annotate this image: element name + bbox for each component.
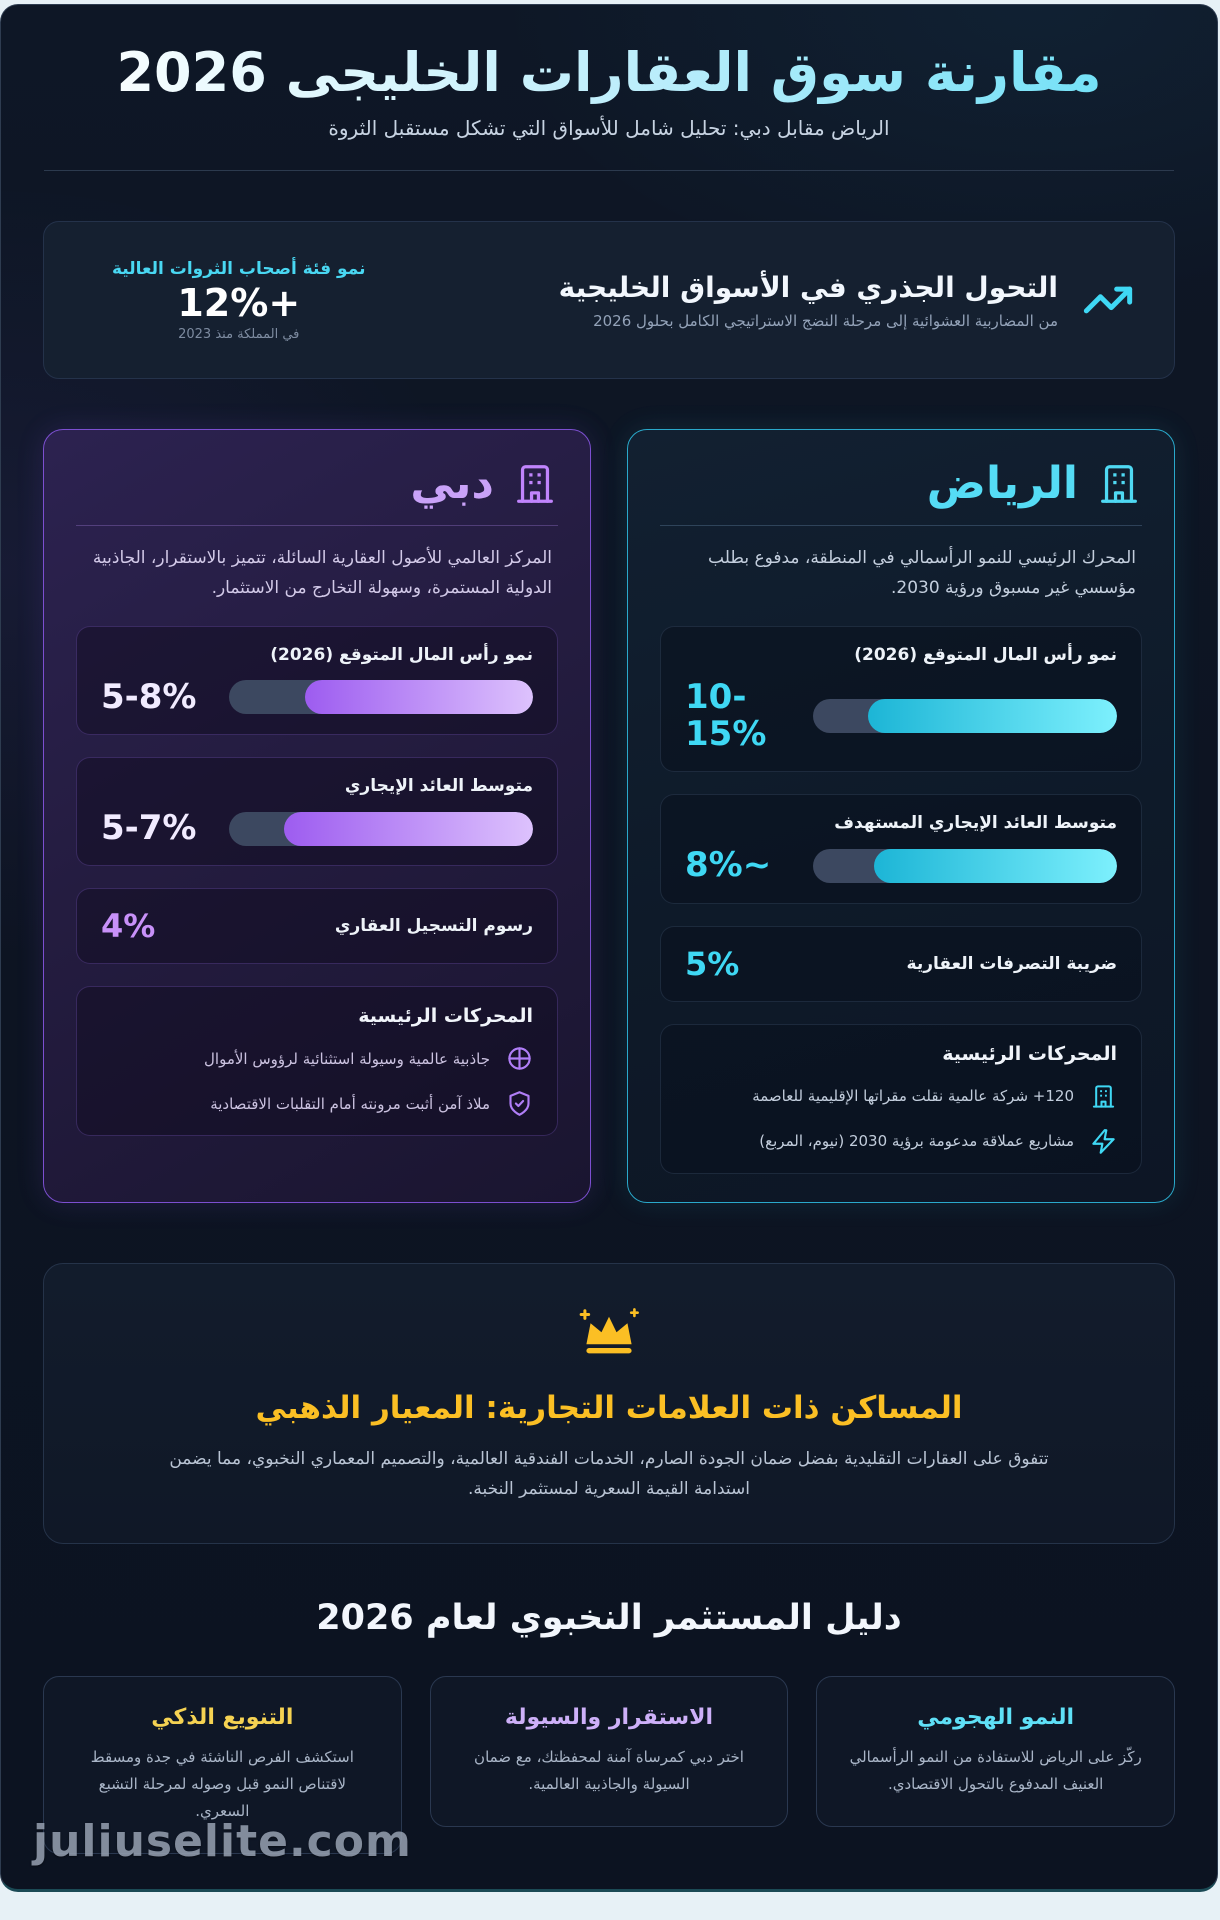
progress-bar bbox=[813, 698, 1117, 733]
driver-item: مشاريع عملاقة مدعومة برؤية 2030 (نيوم، ا… bbox=[685, 1128, 1117, 1155]
hero-stat-caption: في المملكة منذ 2023 bbox=[178, 326, 300, 342]
driver-text: ملاذ آمن أثبت مرونته أمام التقلبات الاقت… bbox=[210, 1094, 490, 1113]
building-icon bbox=[512, 461, 558, 507]
guide-heading: دليل المستثمر النخبوي لعام 2026 bbox=[316, 1597, 902, 1638]
driver-item: ⁦+120⁩ شركة عالمية نقلت مقراتها الإقليمي… bbox=[685, 1083, 1117, 1110]
page-subtitle: الرياض مقابل دبي: تحليل شامل للأسواق الت… bbox=[328, 116, 890, 140]
hero-title: التحول الجذري في الأسواق الخليجية bbox=[558, 270, 1058, 304]
progress-bar bbox=[813, 848, 1117, 883]
driver-item: جاذبية عالمية وسيولة استثنائية لرؤوس الأ… bbox=[101, 1045, 533, 1072]
hero-subtitle: من المضاربية العشوائية إلى مرحلة النضج ا… bbox=[593, 311, 1058, 330]
hero-stat: نمو فئة أصحاب الثروات العالية +12% في ال… bbox=[84, 259, 366, 342]
hero-stat-label: نمو فئة أصحاب الثروات العالية bbox=[112, 258, 366, 279]
drivers-heading: المحركات الرئيسية bbox=[942, 1042, 1117, 1065]
stat-value: 5-8% bbox=[101, 676, 197, 717]
guide-card-text: ركّز على الرياض للاستفادة من النمو الرأس… bbox=[849, 1747, 1142, 1793]
riyadh-card-header: الرياض bbox=[660, 458, 1142, 509]
divider bbox=[660, 525, 1142, 526]
city-cards: الرياض المحرك الرئيسي للنمو الرأسمالي في… bbox=[43, 429, 1175, 1203]
driver-text: جاذبية عالمية وسيولة استثنائية لرؤوس الأ… bbox=[204, 1049, 490, 1068]
riyadh-description: المحرك الرئيسي للنمو الرأسمالي في المنطق… bbox=[708, 548, 1136, 598]
progress-bar bbox=[229, 680, 533, 715]
dubai-stat-capital-growth: نمو رأس المال المتوقع (2026) 5-8% bbox=[76, 625, 558, 735]
riyadh-title: الرياض bbox=[926, 458, 1078, 509]
guide-card-title: النمو الهجومي bbox=[917, 1704, 1075, 1730]
stat-value: 4% bbox=[101, 907, 156, 946]
driver-text: مشاريع عملاقة مدعومة برؤية 2030 (نيوم، ا… bbox=[759, 1131, 1074, 1150]
riyadh-stat-capital-growth: نمو رأس المال المتوقع (2026) 10-15% bbox=[660, 625, 1142, 773]
dubai-title: دبي bbox=[410, 458, 494, 509]
dubai-description: المركز العالمي للأصول العقارية السائلة، … bbox=[92, 548, 552, 598]
stat-value: 10-15% bbox=[685, 676, 767, 754]
divider bbox=[76, 525, 558, 526]
page-title: مقارنة سوق العقارات الخليجى 2026 bbox=[41, 41, 1177, 104]
stat-value: 5% bbox=[685, 944, 740, 983]
stat-label: ضريبة التصرفات العقارية bbox=[906, 953, 1117, 974]
guide-card-stability-liquidity: الاستقرار والسيولة اختر دبي كمرساة آمنة … bbox=[429, 1675, 789, 1827]
gold-section-title: المساكن ذات العلامات التجارية: المعيار ا… bbox=[255, 1389, 963, 1426]
hero-banner: التحول الجذري في الأسواق الخليجية من الم… bbox=[43, 221, 1175, 379]
guide-card-text: استكشف الفرص الناشئة في جدة ومسقط لاقتنا… bbox=[90, 1747, 354, 1820]
dubai-stat-registration-fee: رسوم التسجيل العقاري 4% bbox=[76, 888, 558, 965]
hero-stat-value: +12% bbox=[177, 280, 301, 325]
drivers-heading: المحركات الرئيسية bbox=[358, 1005, 533, 1028]
guide-card-smart-diversification: التنويع الذكي استكشف الفرص الناشئة في جد… bbox=[43, 1675, 402, 1854]
dubai-key-drivers: المحركات الرئيسية جاذبية عالمية وسيولة ا… bbox=[76, 986, 558, 1137]
stat-label: متوسط العائد الإيجاري bbox=[344, 775, 533, 796]
header: مقارنة سوق العقارات الخليجى 2026 الرياض … bbox=[1, 5, 1217, 171]
guide-card-aggressive-growth: النمو الهجومي ركّز على الرياض للاستفادة … bbox=[816, 1675, 1175, 1827]
guide-cards: النمو الهجومي ركّز على الرياض للاستفادة … bbox=[43, 1675, 1175, 1854]
stat-label: نمو رأس المال المتوقع (2026) bbox=[270, 644, 533, 665]
dubai-card: دبي المركز العالمي للأصول العقارية السائ… bbox=[43, 429, 591, 1203]
riyadh-stat-rental-yield: متوسط العائد الإيجاري المستهدف ~8% bbox=[660, 794, 1142, 904]
globe-icon bbox=[506, 1045, 533, 1072]
progress-bar-fill bbox=[873, 848, 1117, 883]
riyadh-stat-tax: ضريبة التصرفات العقارية 5% bbox=[660, 925, 1142, 1002]
guide-card-title: الاستقرار والسيولة bbox=[504, 1704, 714, 1730]
riyadh-key-drivers: المحركات الرئيسية ⁦+120⁩ شرك bbox=[660, 1023, 1142, 1174]
trending-up-icon bbox=[1082, 274, 1134, 326]
building-icon bbox=[1090, 1083, 1117, 1110]
shield-check-icon bbox=[506, 1090, 533, 1117]
progress-bar-fill bbox=[305, 680, 533, 715]
driver-item: ملاذ آمن أثبت مرونته أمام التقلبات الاقت… bbox=[101, 1090, 533, 1117]
driver-text: ⁦+120⁩ شركة عالمية نقلت مقراتها الإقليمي… bbox=[752, 1086, 1074, 1105]
stat-value: ~8% bbox=[685, 845, 772, 886]
gold-section-description: تتفوق على العقارات التقليدية بفضل ضمان ا… bbox=[169, 1448, 1049, 1500]
stat-label: متوسط العائد الإيجاري المستهدف bbox=[834, 813, 1117, 834]
stat-label: رسوم التسجيل العقاري bbox=[334, 916, 533, 937]
dubai-stat-rental-yield: متوسط العائد الإيجاري 5-7% bbox=[76, 756, 558, 867]
guide-card-text: اختر دبي كمرساة آمنة لمحفظتك، مع ضمان ال… bbox=[474, 1747, 744, 1793]
infographic-page: مقارنة سوق العقارات الخليجى 2026 الرياض … bbox=[0, 4, 1218, 1892]
stat-label: نمو رأس المال المتوقع (2026) bbox=[854, 644, 1117, 665]
progress-bar-fill bbox=[283, 811, 533, 846]
watermark: juliuselite.com bbox=[33, 1816, 412, 1867]
riyadh-card: الرياض المحرك الرئيسي للنمو الرأسمالي في… bbox=[627, 429, 1175, 1203]
zap-icon bbox=[1090, 1128, 1117, 1155]
branded-residences-section: المساكن ذات العلامات التجارية: المعيار ا… bbox=[43, 1262, 1175, 1544]
hero-main: التحول الجذري في الأسواق الخليجية من الم… bbox=[559, 271, 1134, 330]
progress-bar bbox=[229, 811, 533, 846]
dubai-card-header: دبي bbox=[76, 458, 558, 509]
hero-text: التحول الجذري في الأسواق الخليجية من الم… bbox=[559, 271, 1058, 330]
progress-bar-fill bbox=[867, 698, 1117, 733]
stat-value: 5-7% bbox=[101, 807, 197, 848]
building-icon bbox=[1096, 461, 1142, 507]
header-divider bbox=[44, 170, 1174, 171]
crown-icon bbox=[577, 1307, 641, 1364]
investor-guide-section: دليل المستثمر النخبوي لعام 2026 النمو ال… bbox=[1, 1598, 1217, 1854]
guide-card-title: التنويع الذكي bbox=[151, 1704, 294, 1730]
